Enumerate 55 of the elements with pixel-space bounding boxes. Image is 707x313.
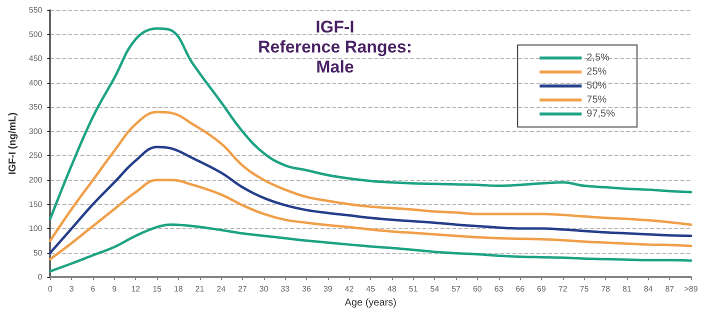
x-tick-label: 84 bbox=[644, 284, 654, 294]
x-tick-label: 9 bbox=[112, 284, 118, 294]
line-series bbox=[49, 178, 692, 260]
x-tick-label: 18 bbox=[174, 284, 184, 294]
y-tick-label: 200 bbox=[28, 175, 43, 184]
line-series bbox=[49, 223, 692, 273]
x-tick-label: 24 bbox=[216, 284, 226, 294]
x-tick-label: 6 bbox=[90, 284, 96, 294]
x-tick-label: 54 bbox=[430, 284, 440, 294]
x-tick-label: 36 bbox=[302, 284, 312, 294]
line-series bbox=[49, 110, 692, 242]
y-tick-label: 350 bbox=[28, 102, 43, 112]
x-tick-label: 3 bbox=[69, 284, 74, 294]
y-axis-title: IGF-I (ng/mL) bbox=[8, 112, 18, 175]
legend-label: 75% bbox=[586, 94, 607, 106]
y-tick-label: 250 bbox=[28, 151, 43, 160]
y-tick-label: 400 bbox=[28, 78, 43, 88]
x-tick-label: 69 bbox=[537, 284, 546, 294]
x-tick-label: 42 bbox=[344, 284, 354, 294]
x-tick-label: 60 bbox=[472, 284, 482, 294]
line-series bbox=[49, 146, 692, 254]
y-tick-label: 450 bbox=[28, 54, 43, 64]
y-tick-label: 0 bbox=[38, 272, 43, 282]
x-tick-label: 48 bbox=[388, 284, 397, 294]
x-tick-label: 30 bbox=[259, 284, 269, 294]
y-tick-label: 100 bbox=[28, 224, 43, 234]
x-tick-label: 75 bbox=[580, 284, 590, 294]
x-tick-label: 12 bbox=[131, 284, 141, 294]
legend-label: 50% bbox=[586, 80, 607, 92]
x-tick-label: 87 bbox=[665, 284, 675, 294]
x-tick-label: 15 bbox=[152, 284, 162, 294]
x-tick-label: 39 bbox=[323, 284, 333, 294]
legend-label: 2,5% bbox=[586, 52, 610, 64]
legend-label: 97,5% bbox=[586, 108, 616, 120]
x-tick-label: 57 bbox=[452, 284, 462, 294]
x-tick-label: 27 bbox=[238, 284, 248, 294]
x-tick-label: 33 bbox=[280, 284, 290, 294]
x-tick-label: 78 bbox=[601, 284, 611, 294]
x-tick-label: 66 bbox=[516, 284, 526, 294]
y-tick-label: 150 bbox=[28, 200, 43, 209]
x-tick-label: 0 bbox=[48, 284, 54, 294]
y-tick-label: 550 bbox=[28, 6, 43, 14]
text: IGF-I Reference Ranges: Male bbox=[258, 18, 412, 76]
x-tick-label: >89 bbox=[684, 284, 698, 294]
x-tick-label: 72 bbox=[558, 284, 568, 294]
x-axis-title: Age (years) bbox=[344, 298, 396, 308]
x-tick-label: 51 bbox=[408, 284, 418, 294]
x-tick-label: 21 bbox=[195, 284, 205, 294]
x-tick-label: 81 bbox=[622, 284, 632, 294]
x-tick-label: 45 bbox=[366, 284, 376, 294]
y-tick-label: 50 bbox=[33, 248, 43, 258]
y-tick-label: 500 bbox=[28, 30, 43, 39]
legend-label: 25% bbox=[586, 66, 607, 78]
x-tick-label: 63 bbox=[494, 284, 504, 294]
y-tick-label: 300 bbox=[28, 126, 43, 136]
